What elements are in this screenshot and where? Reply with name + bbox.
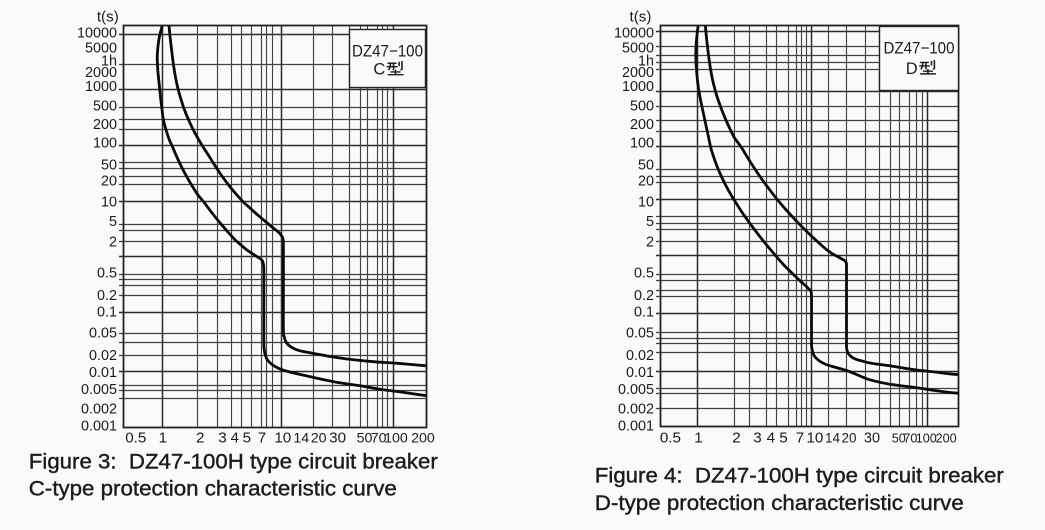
svg-text:100: 100 bbox=[630, 135, 654, 151]
svg-text:0.02: 0.02 bbox=[626, 348, 654, 364]
svg-text:0.01: 0.01 bbox=[626, 365, 654, 381]
svg-text:10: 10 bbox=[274, 430, 291, 447]
svg-text:D: D bbox=[906, 60, 918, 78]
svg-text:200: 200 bbox=[93, 117, 117, 133]
svg-text:0.005: 0.005 bbox=[81, 382, 117, 398]
svg-text:30: 30 bbox=[329, 430, 346, 447]
svg-text:100: 100 bbox=[93, 135, 117, 151]
svg-text:20: 20 bbox=[311, 431, 327, 447]
svg-text:70: 70 bbox=[903, 432, 917, 446]
svg-text:3: 3 bbox=[753, 430, 761, 447]
svg-text:0.2: 0.2 bbox=[634, 288, 654, 304]
svg-text:5: 5 bbox=[646, 214, 654, 230]
svg-text:DZ47−100: DZ47−100 bbox=[352, 43, 423, 61]
svg-text:0.02: 0.02 bbox=[89, 348, 117, 364]
svg-text:7: 7 bbox=[258, 430, 266, 447]
svg-text:0.002: 0.002 bbox=[618, 401, 654, 417]
svg-text:5: 5 bbox=[243, 430, 251, 447]
svg-text:30: 30 bbox=[864, 431, 880, 447]
svg-text:2: 2 bbox=[732, 430, 740, 447]
svg-text:100: 100 bbox=[916, 432, 937, 446]
svg-text:50: 50 bbox=[357, 431, 373, 447]
svg-text:C-type protection characterist: C-type protection characteristic curve bbox=[29, 477, 397, 500]
svg-text:0.1: 0.1 bbox=[97, 305, 117, 321]
svg-text:5000: 5000 bbox=[85, 41, 117, 57]
svg-text:5: 5 bbox=[109, 214, 117, 230]
svg-text:500: 500 bbox=[93, 99, 117, 115]
svg-text:DZ47−100: DZ47−100 bbox=[884, 40, 955, 58]
svg-text:0.2: 0.2 bbox=[97, 288, 117, 304]
svg-text:10000: 10000 bbox=[77, 26, 117, 42]
svg-text:20: 20 bbox=[638, 174, 654, 190]
svg-text:C: C bbox=[373, 61, 385, 79]
svg-text:0.01: 0.01 bbox=[89, 365, 117, 381]
svg-text:0.005: 0.005 bbox=[618, 382, 654, 398]
svg-text:t(s): t(s) bbox=[630, 9, 652, 26]
svg-text:1: 1 bbox=[159, 430, 167, 447]
svg-text:1h: 1h bbox=[638, 53, 654, 69]
svg-text:7: 7 bbox=[796, 430, 804, 447]
svg-text:50: 50 bbox=[638, 157, 654, 173]
svg-text:4: 4 bbox=[767, 430, 775, 447]
svg-text:0.05: 0.05 bbox=[89, 326, 117, 342]
svg-text:0.05: 0.05 bbox=[626, 326, 654, 342]
svg-text:Figure 3: DZ47-100H type circ: Figure 3: DZ47-100H type circuit breaker bbox=[29, 450, 438, 473]
svg-text:0.5: 0.5 bbox=[660, 430, 681, 447]
svg-text:5: 5 bbox=[779, 430, 787, 447]
svg-text:t(s): t(s) bbox=[97, 9, 119, 26]
svg-text:20: 20 bbox=[101, 174, 117, 190]
svg-text:2000: 2000 bbox=[622, 65, 654, 81]
svg-text:200: 200 bbox=[936, 432, 957, 446]
svg-text:0.1: 0.1 bbox=[634, 305, 654, 321]
svg-text:2000: 2000 bbox=[85, 65, 117, 81]
svg-text:20: 20 bbox=[841, 431, 856, 446]
svg-text:1h: 1h bbox=[101, 53, 117, 69]
svg-text:10: 10 bbox=[638, 194, 654, 210]
svg-text:1000: 1000 bbox=[622, 79, 654, 95]
svg-text:10000: 10000 bbox=[614, 26, 654, 42]
svg-text:2: 2 bbox=[196, 430, 204, 447]
svg-text:2: 2 bbox=[646, 235, 654, 251]
svg-text:3: 3 bbox=[218, 430, 226, 447]
svg-text:Figure 4: DZ47-100H type circ: Figure 4: DZ47-100H type circuit breaker bbox=[595, 465, 1004, 488]
svg-text:5000: 5000 bbox=[622, 41, 654, 57]
svg-text:1: 1 bbox=[694, 430, 702, 447]
svg-text:50: 50 bbox=[892, 432, 906, 446]
svg-text:0.5: 0.5 bbox=[634, 265, 654, 281]
svg-text:50: 50 bbox=[101, 157, 117, 173]
svg-text:200: 200 bbox=[630, 117, 654, 133]
svg-text:10: 10 bbox=[101, 194, 117, 210]
svg-text:10: 10 bbox=[806, 430, 823, 447]
svg-text:500: 500 bbox=[630, 99, 654, 115]
svg-text:2: 2 bbox=[109, 235, 117, 251]
svg-text:0.002: 0.002 bbox=[81, 401, 117, 417]
svg-text:70: 70 bbox=[371, 431, 387, 447]
svg-text:200: 200 bbox=[411, 431, 435, 447]
svg-text:1000: 1000 bbox=[85, 79, 117, 95]
svg-text:100: 100 bbox=[384, 431, 408, 447]
svg-text:4: 4 bbox=[230, 430, 238, 447]
svg-text:14: 14 bbox=[825, 431, 841, 446]
svg-text:0.5: 0.5 bbox=[97, 265, 117, 281]
svg-text:0.001: 0.001 bbox=[81, 418, 117, 434]
svg-text:0.5: 0.5 bbox=[125, 430, 146, 447]
svg-text:0.001: 0.001 bbox=[618, 418, 654, 434]
svg-text:D-type protection characterist: D-type protection characteristic curve bbox=[595, 492, 964, 515]
svg-text:14: 14 bbox=[293, 431, 309, 447]
